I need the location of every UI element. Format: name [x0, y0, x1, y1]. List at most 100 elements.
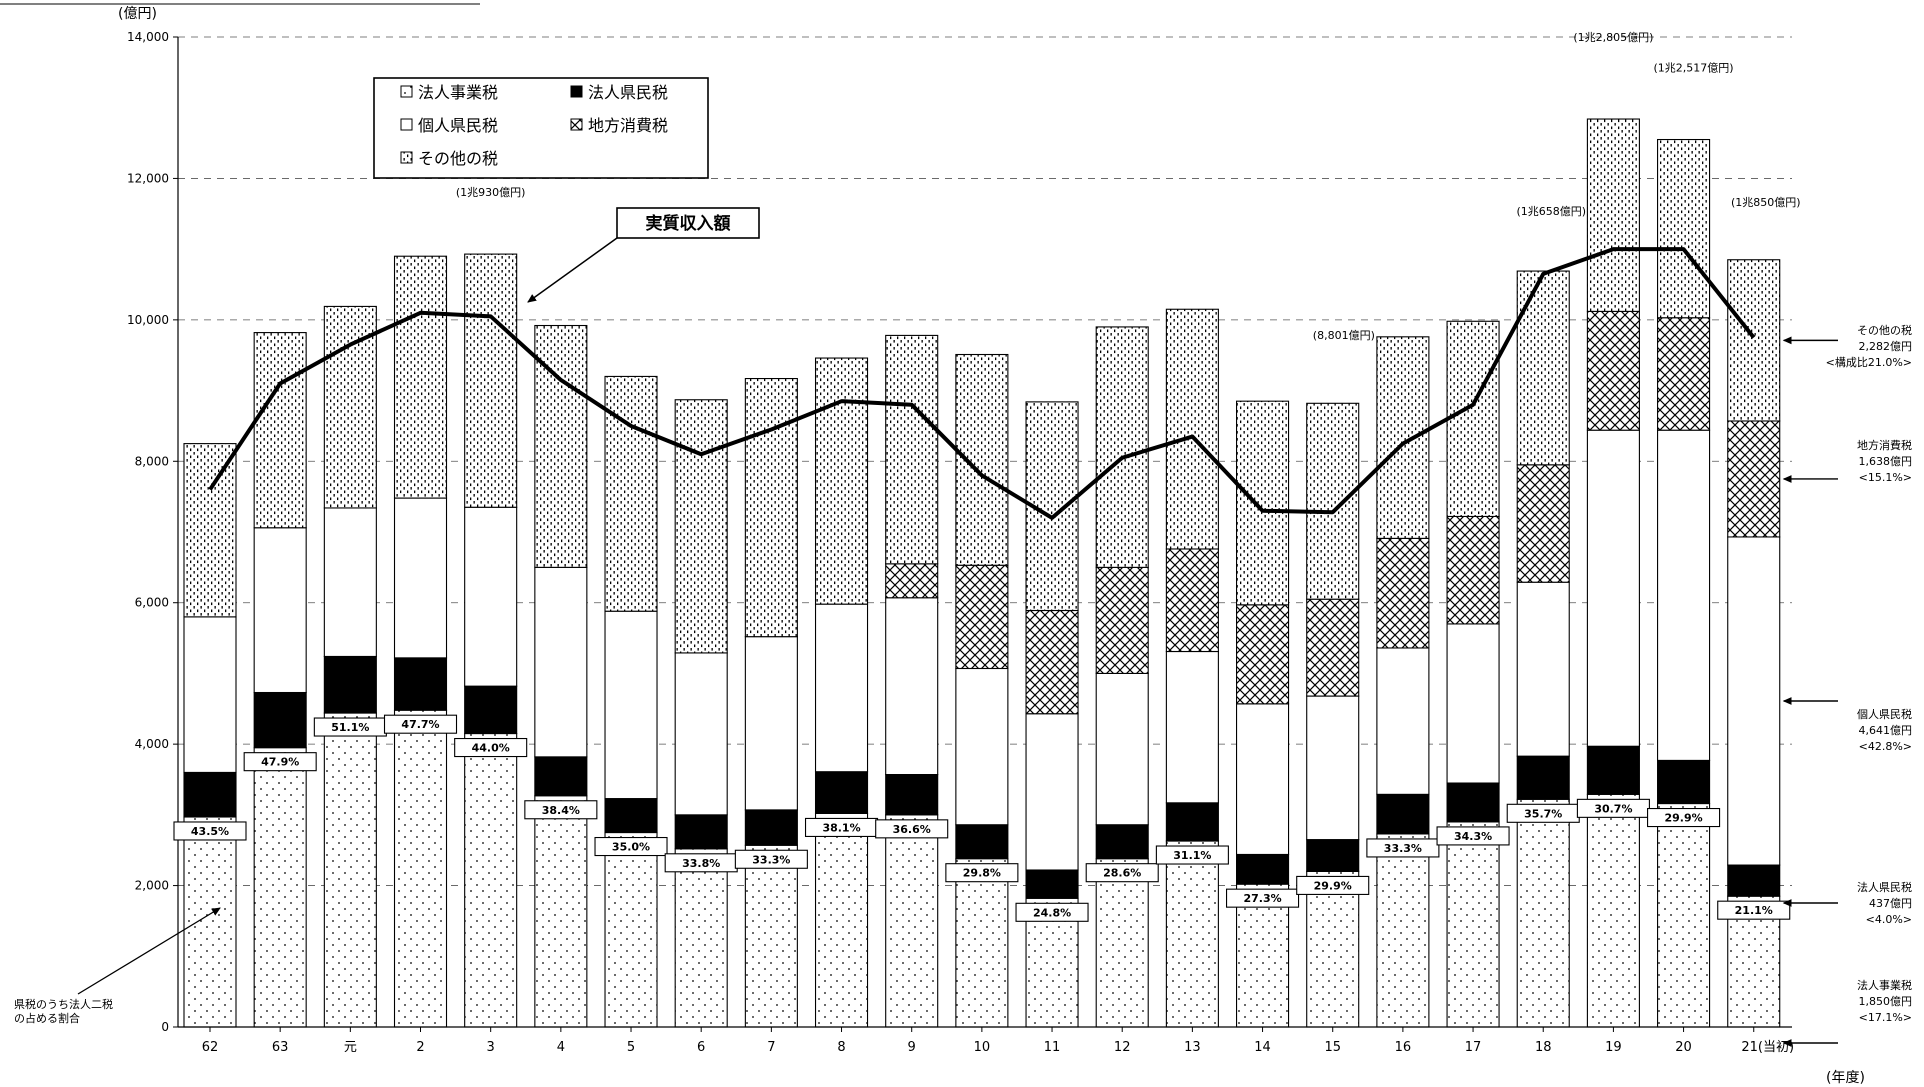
bar-cat-0-corp-resident [183, 771, 237, 818]
bar-cat-8-corp-business [744, 844, 798, 1028]
y-tick-label-10000: 10,000 [127, 313, 169, 327]
share-label-cat-17: 33.3% [1384, 842, 1422, 855]
share-label-cat-8: 33.3% [752, 853, 790, 866]
y-tick-label-12000: 12,000 [127, 171, 169, 185]
share-label-cat-16: 29.9% [1314, 879, 1352, 892]
x-tick-label-cat-15: 14 [1254, 1040, 1271, 1055]
y-tick-label-4000: 4,000 [135, 737, 169, 751]
bar-cat-4-other-taxes [464, 253, 518, 508]
share-label-box-cat-10 [875, 819, 949, 839]
share-label-cat-10: 36.6% [893, 823, 931, 836]
bar-cat-22-local-consumption [1727, 420, 1781, 538]
real-revenue-line [208, 247, 1756, 520]
right-note-corp-business-line-1: 法人事業税 [1857, 978, 1912, 992]
right-note-other-taxes-line-1: その他の税 [1857, 323, 1912, 337]
bar-cat-9-corp-resident [814, 771, 869, 814]
share-callout-arrow [77, 907, 221, 995]
bar-cat-5-corp-resident [534, 756, 588, 797]
bar-cat-0-other-taxes [183, 443, 237, 618]
x-tick-label-cat-9: 8 [837, 1040, 845, 1055]
share-callout: 県税のうち法人二税 の占める割合 [14, 907, 221, 1025]
bar-cat-6-corp-resident [604, 798, 658, 834]
share-labels: 43.5% 47.9% 51.1% 47.7% 44.0% 38.4% 35.0% 33.8%… [173, 714, 1791, 922]
share-label-box-cat-0 [173, 821, 247, 841]
bar-cat-5-corp-business [534, 795, 588, 1028]
x-unit-label: (年度) [1826, 1070, 1865, 1086]
legend-label-other-taxes: その他の税 [418, 149, 498, 168]
bar-cat-3-corp-business [393, 709, 448, 1028]
share-label-box-cat-5 [524, 800, 598, 820]
y-tick-label-14000: 14,000 [127, 30, 169, 44]
top-annotation-cat-19: (1兆658億円) [1516, 205, 1586, 218]
bar-cat-17-local-consumption [1376, 537, 1430, 649]
x-tick-label-cat-5: 4 [557, 1040, 565, 1055]
bar-cat-9-other-taxes [814, 357, 869, 605]
bar-cat-13-corp-resident [1095, 824, 1149, 860]
legend: 法人事業税 法人県民税 個人県民税 地方消費税 その他の税 [373, 77, 709, 179]
right-note-local-consumption-line-1: 地方消費税 [1857, 438, 1912, 452]
share-callout-line-1: 県税のうち法人二税 [14, 997, 113, 1011]
x-tick-label-cat-16: 15 [1324, 1040, 1341, 1055]
bar-cat-6-indiv-resident [604, 610, 658, 800]
legend-label-local-consumption: 地方消費税 [588, 116, 668, 135]
bar-cat-12-corp-resident [1025, 869, 1079, 899]
line-series-real-revenue [208, 247, 1756, 520]
x-tick-label-cat-20: 19 [1605, 1040, 1622, 1055]
share-label-cat-13: 28.6% [1103, 867, 1141, 880]
x-tick-label-cat-13: 12 [1114, 1040, 1131, 1055]
bar-cat-18-local-consumption [1446, 515, 1500, 625]
bar-cat-3-other-taxes [393, 255, 448, 499]
legend-swatch-indiv-resident [400, 118, 413, 131]
bar-cat-17-corp-business [1376, 833, 1430, 1028]
line-callout: 実質収入額 [527, 207, 760, 303]
x-tick-label-cat-4: 3 [487, 1040, 495, 1055]
bar-cat-5-other-taxes [534, 324, 588, 568]
share-label-box-cat-8 [734, 849, 808, 869]
share-label-cat-18: 34.3% [1454, 830, 1492, 843]
bar-cat-4-indiv-resident [464, 506, 518, 687]
right-note-other-taxes-line-3: <構成比21.0%> [1826, 356, 1912, 369]
bar-cat-15-indiv-resident [1236, 703, 1290, 856]
right-note-indiv-resident-line-3: <42.8%> [1859, 740, 1912, 753]
right-notes: その他の税 2,282億円 <構成比21.0%> 地方消費税 1,638億円 <15.1%… [1782, 323, 1913, 1047]
x-tick-label-cat-21: 20 [1675, 1040, 1692, 1055]
bar-cat-17-corp-resident [1376, 793, 1430, 835]
share-label-cat-3: 47.7% [401, 718, 439, 731]
bar-cat-17-indiv-resident [1376, 647, 1430, 795]
bar-cat-18-corp-resident [1446, 782, 1500, 823]
bar-cat-6-corp-business [604, 831, 658, 1028]
share-label-cat-7: 33.8% [682, 857, 720, 870]
bar-cat-20-local-consumption [1586, 310, 1640, 431]
bar-cat-16-local-consumption [1306, 598, 1360, 697]
x-tick-label-cat-11: 10 [974, 1040, 991, 1055]
top-annotation-cat-20: (1兆2,805億円) [1573, 31, 1653, 44]
x-tick-label-cat-6: 5 [627, 1040, 635, 1055]
y-unit-label: (億円) [118, 6, 157, 22]
bar-cat-21-corp-business [1657, 802, 1711, 1028]
right-note-local-consumption-line-2: 1,638億円 [1859, 455, 1913, 468]
bar-cat-15-other-taxes [1236, 400, 1290, 606]
x-tick-label-cat-7: 6 [697, 1040, 705, 1055]
bar-cat-5-indiv-resident [534, 566, 588, 758]
bar-cat-18-indiv-resident [1446, 623, 1500, 784]
top-annotation-cat-21: (1兆2,517億円) [1654, 62, 1734, 75]
share-label-cat-4: 44.0% [472, 742, 510, 755]
bar-cat-20-corp-business [1586, 793, 1640, 1028]
right-note-local-consumption-line-3: <15.1%> [1859, 471, 1912, 484]
share-label-cat-5: 38.4% [542, 804, 580, 817]
bar-cat-2-other-taxes [323, 305, 377, 509]
bar-cat-21-indiv-resident [1657, 429, 1711, 761]
y-axis: 0 2,000 4,000 6,000 8,000 10,000 12,000 14,000 [127, 30, 179, 1034]
share-label-cat-2: 51.1% [331, 721, 369, 734]
share-label-box-cat-22 [1717, 900, 1791, 920]
legend-swatch-corp-business [400, 85, 413, 98]
bar-cat-2-corp-business [323, 712, 377, 1028]
bar-cat-11-corp-business [955, 858, 1009, 1028]
legend-swatch-other-taxes [400, 151, 413, 164]
bar-cat-19-indiv-resident [1516, 581, 1570, 757]
line-callout-arrow [527, 237, 618, 303]
share-label-box-cat-13 [1085, 863, 1159, 883]
share-label-box-cat-14 [1155, 845, 1229, 865]
bar-cat-8-indiv-resident [744, 636, 798, 811]
bar-cat-15-local-consumption [1236, 604, 1290, 705]
